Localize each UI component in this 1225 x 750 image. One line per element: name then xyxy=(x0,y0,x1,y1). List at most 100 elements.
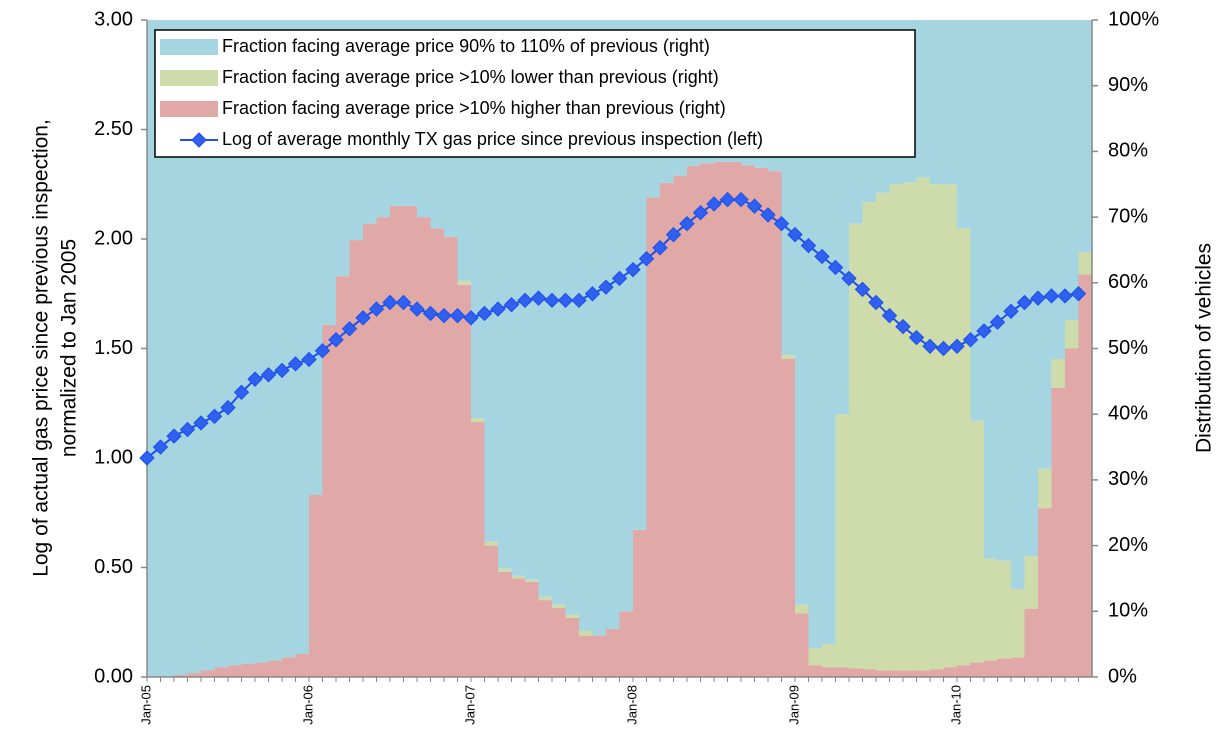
legend-swatch xyxy=(160,101,218,117)
area-segment xyxy=(201,670,216,677)
marker xyxy=(625,261,641,278)
area-segment xyxy=(916,20,931,178)
marker xyxy=(314,342,331,359)
area-segment xyxy=(1051,359,1066,388)
marker xyxy=(665,226,682,243)
area-segment xyxy=(808,20,823,649)
marker xyxy=(139,450,155,466)
marker xyxy=(841,270,857,287)
area-segment xyxy=(282,657,297,677)
y2-axis-title: Distribution of vehicles xyxy=(1193,243,1216,453)
area-segment xyxy=(228,665,243,677)
marker xyxy=(814,248,830,265)
area-segment xyxy=(619,611,634,677)
area-segment xyxy=(1024,608,1039,677)
area-segment xyxy=(592,635,607,677)
area-segment xyxy=(970,20,985,421)
area-segment xyxy=(606,629,621,677)
legend-label: Fraction facing average price >10% lower… xyxy=(222,67,719,87)
area-segment xyxy=(525,579,540,582)
marker xyxy=(193,415,209,431)
area-segment xyxy=(538,20,553,597)
marker xyxy=(517,292,533,309)
marker xyxy=(652,240,668,256)
y-tick-label: 2.50 xyxy=(94,118,133,140)
marker xyxy=(355,310,371,326)
marker xyxy=(274,362,290,379)
marker xyxy=(1003,303,1019,319)
area-segment xyxy=(390,205,405,677)
area-segment xyxy=(687,165,702,677)
area-segment xyxy=(349,240,364,677)
marker xyxy=(1016,294,1033,311)
marker xyxy=(706,196,722,212)
y2-tick-label: 20% xyxy=(1108,534,1148,556)
area-segment xyxy=(997,20,1012,561)
y-axis-title: Log of actual gas price since previous i… xyxy=(30,119,53,577)
x-tick-label: Jan-06 xyxy=(300,685,315,725)
area-segment xyxy=(903,182,918,671)
area-segment xyxy=(187,20,202,674)
area-segment xyxy=(322,324,337,677)
area-segment xyxy=(174,675,189,677)
area-segment xyxy=(241,663,256,677)
area-segment xyxy=(430,228,445,678)
area-segment xyxy=(511,20,526,576)
area-segment xyxy=(1038,508,1053,677)
marker xyxy=(989,314,1006,330)
area-segment xyxy=(579,631,594,636)
area-segment xyxy=(795,604,810,614)
marker xyxy=(976,323,992,339)
area-segment xyxy=(147,20,162,677)
area-segment xyxy=(565,20,580,615)
area-segment xyxy=(943,184,958,668)
legend-box xyxy=(154,29,916,158)
area-segment xyxy=(552,608,567,677)
area-segment xyxy=(552,20,567,605)
area-segment xyxy=(1065,348,1080,677)
area-segment xyxy=(997,560,1012,659)
area-segment xyxy=(471,422,486,677)
area-segment xyxy=(957,20,972,229)
area-segment xyxy=(633,529,648,677)
marker xyxy=(436,307,452,324)
marker xyxy=(409,301,425,317)
area-segment xyxy=(1024,556,1039,609)
marker xyxy=(733,191,749,208)
marker xyxy=(220,399,236,416)
area-segment xyxy=(984,20,999,559)
area-segment xyxy=(822,20,837,645)
area-segment xyxy=(484,541,499,546)
marker xyxy=(328,332,344,348)
area-segment xyxy=(822,667,837,677)
area-segment xyxy=(862,201,877,670)
marker xyxy=(719,191,736,208)
x-tick-label: Jan-10 xyxy=(948,685,963,725)
legend-label: Fraction facing average price 90% to 110… xyxy=(222,36,710,56)
marker xyxy=(868,294,884,311)
area-segment xyxy=(498,568,513,572)
marker xyxy=(382,294,398,311)
area-segment xyxy=(1065,20,1080,321)
area-segment xyxy=(714,161,729,678)
area-segment xyxy=(525,581,540,677)
area-segment xyxy=(484,545,499,677)
area-segment xyxy=(295,654,310,677)
area-segment xyxy=(579,635,594,677)
area-segment xyxy=(417,217,432,677)
area-segment xyxy=(876,670,891,677)
y2-tick-label: 10% xyxy=(1108,600,1148,622)
area-segment xyxy=(1065,320,1080,349)
marker xyxy=(476,305,493,322)
area-segment xyxy=(376,217,391,677)
marker xyxy=(760,207,776,223)
marker xyxy=(166,428,182,444)
marker xyxy=(827,259,844,276)
marker xyxy=(260,367,277,383)
area-segment xyxy=(673,175,688,678)
area-segment xyxy=(1024,20,1039,557)
area-segment xyxy=(795,613,810,677)
area-segment xyxy=(565,614,580,618)
marker xyxy=(395,294,412,311)
legend-swatch xyxy=(160,70,218,86)
